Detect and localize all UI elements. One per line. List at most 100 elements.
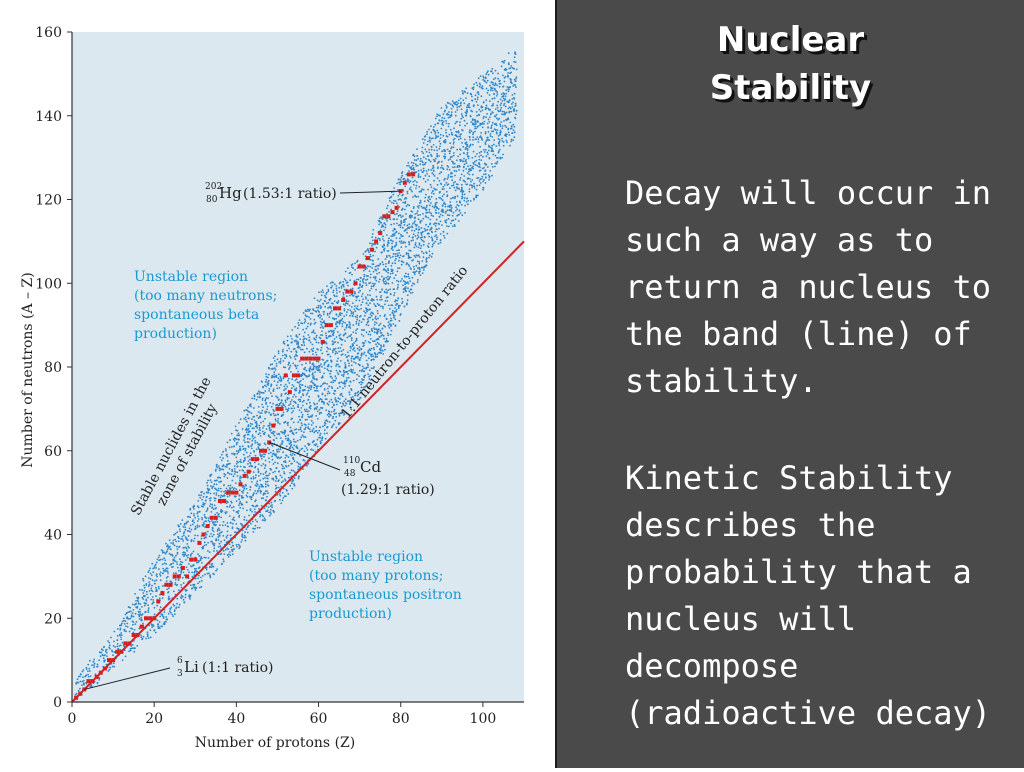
band-point	[441, 224, 443, 227]
band-point	[361, 284, 364, 287]
band-point	[306, 310, 308, 313]
band-point	[359, 357, 362, 359]
band-point	[235, 543, 238, 546]
band-point	[277, 352, 280, 355]
band-point	[234, 482, 237, 484]
band-point	[472, 133, 474, 136]
band-point	[266, 447, 269, 449]
band-point	[330, 381, 333, 384]
band-point	[193, 521, 196, 524]
band-point	[388, 327, 391, 329]
band-point	[301, 434, 304, 437]
band-point	[222, 450, 225, 453]
band-point	[271, 368, 274, 370]
band-point	[289, 364, 292, 367]
band-point	[332, 415, 335, 418]
band-point	[212, 565, 215, 568]
band-point	[299, 426, 302, 429]
band-point	[460, 133, 462, 136]
band-point	[259, 472, 262, 475]
band-point	[305, 424, 307, 426]
band-point	[159, 606, 162, 609]
band-point	[250, 496, 253, 498]
band-point	[338, 334, 341, 337]
band-point	[342, 285, 345, 288]
band-point	[288, 397, 290, 400]
band-point	[366, 278, 369, 281]
band-point	[226, 477, 229, 479]
band-point	[156, 604, 159, 607]
band-point	[462, 169, 465, 172]
band-point	[255, 422, 258, 425]
band-point	[287, 438, 290, 441]
band-point	[323, 424, 326, 427]
band-point	[258, 475, 260, 477]
band-point	[222, 495, 224, 498]
band-point	[335, 369, 338, 372]
band-point	[311, 312, 314, 315]
band-point	[486, 91, 489, 94]
band-point	[259, 429, 261, 432]
band-point	[292, 479, 295, 482]
band-point	[242, 489, 245, 492]
band-point	[383, 247, 386, 250]
band-point	[327, 363, 330, 366]
band-point	[484, 143, 487, 146]
band-point	[378, 220, 381, 223]
band-point	[225, 449, 227, 452]
band-point	[403, 177, 406, 180]
band-point	[258, 393, 261, 395]
band-point	[402, 291, 405, 293]
band-point	[179, 530, 182, 533]
band-point	[314, 371, 316, 373]
band-point	[316, 299, 319, 302]
band-point	[215, 569, 218, 572]
band-point	[480, 154, 482, 157]
band-point	[369, 253, 372, 256]
band-point	[372, 282, 374, 285]
band-point	[178, 528, 181, 531]
band-point	[395, 304, 397, 307]
band-point	[205, 556, 207, 559]
band-point	[217, 487, 220, 490]
band-point	[167, 546, 170, 549]
band-point	[292, 362, 294, 365]
band-point	[387, 275, 389, 278]
band-point	[108, 668, 111, 671]
band-point	[205, 536, 208, 539]
band-point	[342, 402, 344, 405]
band-point	[465, 183, 468, 186]
band-point	[125, 625, 127, 627]
band-point	[158, 621, 161, 623]
band-point	[222, 457, 225, 459]
band-point	[375, 343, 377, 346]
band-point	[176, 563, 179, 565]
band-point	[437, 114, 440, 117]
band-point	[329, 413, 332, 416]
band-point	[408, 188, 411, 191]
band-point	[462, 99, 465, 102]
band-point	[405, 213, 407, 215]
band-point	[331, 401, 334, 404]
band-point	[485, 155, 488, 158]
band-point	[414, 179, 416, 182]
band-point	[330, 359, 332, 362]
band-point	[284, 430, 287, 433]
band-point	[414, 235, 417, 237]
band-point	[386, 291, 389, 293]
band-point	[241, 534, 244, 536]
band-point	[258, 432, 261, 435]
band-point	[201, 516, 203, 519]
band-point	[392, 240, 394, 243]
band-point	[448, 133, 451, 136]
band-point	[247, 463, 249, 465]
band-point	[400, 263, 403, 266]
band-point	[180, 584, 183, 586]
band-point	[488, 120, 491, 123]
band-point	[239, 418, 242, 421]
band-point	[366, 267, 368, 270]
band-point	[480, 178, 483, 180]
band-point	[425, 170, 428, 173]
band-point	[427, 246, 430, 249]
band-point	[461, 188, 463, 190]
